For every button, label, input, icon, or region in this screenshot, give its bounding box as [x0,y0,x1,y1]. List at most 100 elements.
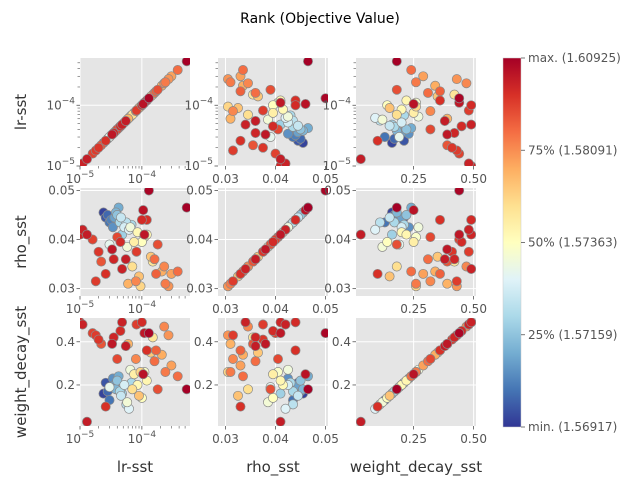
point-group [356,318,476,426]
y-tick-label: 0.2 [332,378,351,392]
data-point [454,188,465,196]
data-point [370,224,381,235]
data-point [425,232,436,243]
data-point [290,318,301,328]
data-point [143,93,154,104]
x-tick-label: 0.05 [312,172,339,186]
data-point [258,319,268,330]
data-point [130,354,141,364]
y-tick-label: 0.4 [332,335,351,349]
data-point [268,392,278,403]
colorbar: min. (1.56917) 25% (1.57159) 50% (1.57363)… [502,51,621,434]
data-point [275,375,286,386]
data-point [406,65,417,75]
data-point [290,100,301,111]
data-point [275,154,286,165]
x-tick-label: 0.03 [212,172,239,186]
data-point [375,217,385,228]
data-point [356,154,366,165]
data-point [425,124,436,135]
data-point [320,188,328,196]
data-point [100,268,111,279]
data-point [391,58,402,67]
data-point [235,345,246,356]
x-tick-label: 0.04 [262,432,289,446]
data-point [396,117,407,128]
x-tick-label: 0.50 [460,302,487,316]
data-point [82,229,92,240]
subplot-lr-sst-vs-lr-sst: 10−5 10−4 10−5 10−4 lr-sst [12,58,190,186]
data-point [451,74,462,85]
data-point [454,328,465,339]
data-point [275,328,286,339]
y-tick-label: 10−5 [322,157,351,173]
data-point [377,114,388,125]
data-point [131,246,142,257]
data-point [320,328,328,339]
data-point [100,401,111,412]
data-point [138,369,149,380]
y-tick-label: 10−5 [184,157,213,173]
data-point [172,65,183,75]
x-tick-label: 0.03 [212,302,239,316]
y-tick-label: 10−4 [184,96,213,112]
data-point [90,276,101,287]
data-point [275,229,286,240]
data-point [408,369,419,380]
x-tick-label: 10−4 [128,170,157,186]
data-point [466,100,476,111]
y-tick-label: 0.4 [194,335,213,349]
data-point [288,399,298,410]
data-point [391,384,402,395]
data-point [391,239,402,250]
data-point [108,254,119,265]
data-point [384,271,395,282]
data-point [372,401,383,412]
data-point [384,212,395,223]
data-point [136,318,147,328]
data-point [122,241,133,252]
data-point [141,345,152,356]
data-point [418,71,429,82]
data-point [463,246,474,257]
data-point [391,84,402,95]
data-point [463,224,474,235]
data-point [143,188,154,196]
data-point [466,264,476,274]
data-point [442,129,453,140]
data-point [425,276,436,287]
data-point [394,132,405,142]
data-point [384,390,395,401]
data-point [82,416,92,426]
data-point [130,276,141,287]
data-point [454,93,465,104]
data-point [235,86,246,97]
data-point [466,119,476,130]
data-point [240,264,251,274]
data-point [152,384,163,395]
point-group [223,318,328,426]
data-point [233,390,243,401]
data-point [356,416,366,426]
y-tick-label: 0.03 [186,282,213,296]
data-point [181,202,190,213]
x-tick-label: 0.04 [262,302,289,316]
data-point [93,246,104,257]
data-point [160,278,171,289]
data-point [423,87,433,98]
data-point [293,120,303,131]
data-point [243,78,253,89]
data-point [250,341,261,352]
y-tick-label: 0.03 [324,282,351,296]
x-axis-label: lr-sst [117,458,153,476]
data-point [138,205,149,216]
subplot-lr-sst-vs-weight_decay_sst: 10−5 10−4 0.2 0.4 lr-sst weight_decay_sst [12,306,190,476]
data-point [442,244,453,255]
data-point [268,121,278,132]
data-point [116,212,126,223]
y-tick-label: 0.05 [48,183,75,197]
data-point [463,158,474,166]
data-point [273,354,283,364]
data-point [228,354,238,364]
data-point [151,268,162,279]
